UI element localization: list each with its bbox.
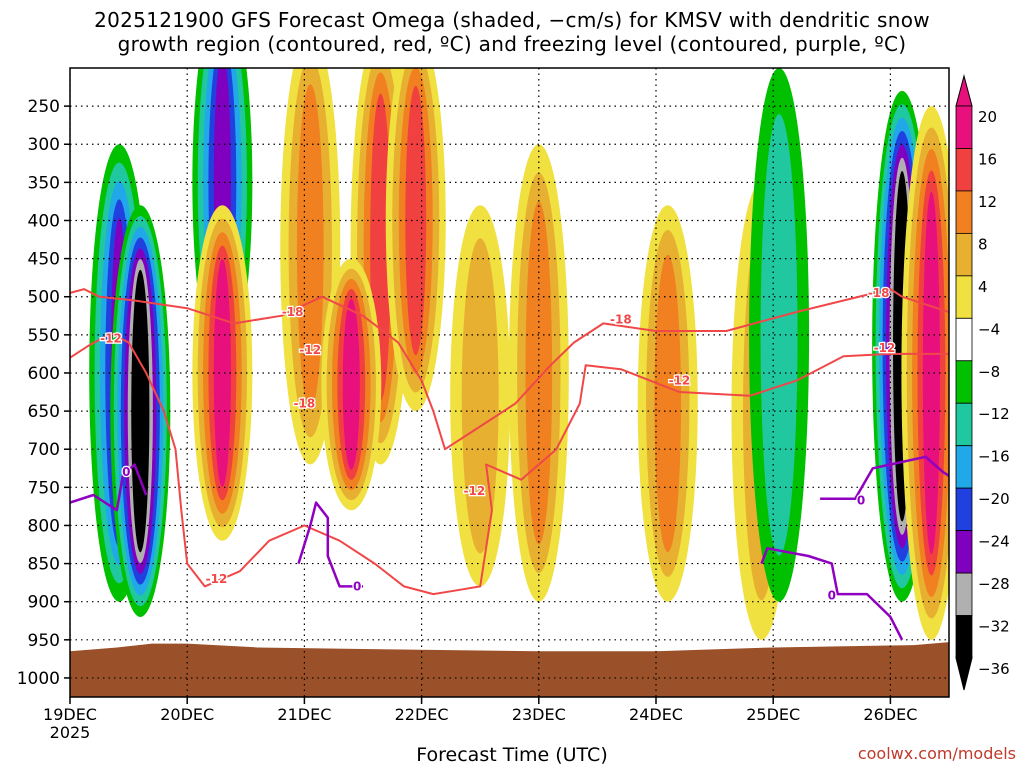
y-tick-label-1000: 1000 bbox=[17, 669, 60, 689]
omega-plume-4-level-2 bbox=[296, 84, 324, 411]
omega-plume-10-level-2 bbox=[654, 254, 682, 553]
y-tick-label-850: 850 bbox=[28, 555, 60, 575]
contour-label-2-0: 0 bbox=[122, 465, 130, 479]
colorbar-segment-9 bbox=[955, 487, 973, 532]
y-tick-label-450: 450 bbox=[28, 250, 60, 270]
omega-plume-6-level-4 bbox=[342, 299, 360, 470]
colorbar-segment-8 bbox=[955, 445, 973, 489]
colorbar-label-0: 20 bbox=[978, 108, 997, 126]
y-tick-label-250: 250 bbox=[28, 97, 60, 117]
contour-freezing-0-east bbox=[760, 547, 904, 641]
omega-plume-3-level-4 bbox=[213, 259, 231, 487]
contour-label-1-3: -12 bbox=[669, 374, 691, 388]
x-tick-label-20dec: 20DEC bbox=[160, 705, 214, 724]
colorbar-label-10: −24 bbox=[978, 533, 1010, 551]
ground-surface bbox=[70, 642, 949, 697]
x-tick-label-19dec: 19DEC bbox=[43, 705, 97, 724]
colorbar-label-12: −32 bbox=[978, 618, 1010, 636]
contour-freezing-0-middle bbox=[297, 501, 363, 588]
x-tick-label-25dec: 25DEC bbox=[746, 705, 800, 724]
contour-dgz--18 bbox=[70, 288, 949, 451]
colorbar-label-3: 8 bbox=[978, 235, 988, 253]
colorbar-label-13: −36 bbox=[978, 660, 1010, 678]
omega-plume-14-level-4 bbox=[922, 191, 940, 555]
colorbar-segment-2 bbox=[955, 190, 973, 234]
colorbar-segment-11 bbox=[955, 572, 973, 616]
title-line-2: growth region (contoured, red, ºC) and f… bbox=[117, 32, 907, 56]
contour-label-0-2: -18 bbox=[868, 286, 890, 300]
x-axis-title: Forecast Time (UTC) bbox=[416, 744, 608, 766]
colorbar-min-arrow bbox=[955, 657, 973, 691]
contour-label-0-3: -18 bbox=[294, 396, 316, 410]
y-tick-label-950: 950 bbox=[28, 631, 60, 651]
colorbar-label-5: −4 bbox=[978, 320, 1000, 338]
colorbar-segment-12 bbox=[955, 615, 973, 659]
colorbar-segment-0 bbox=[955, 105, 973, 149]
plot-frame bbox=[69, 67, 950, 698]
omega-shading-group: -18 -18 -18 -18 -12 -12 -12 -12 -12 -12 0 0 0 0 bbox=[70, 68, 949, 697]
y-tick-label-800: 800 bbox=[28, 516, 60, 536]
contour-label-1-2: -12 bbox=[463, 484, 485, 498]
colorbar-label-6: −8 bbox=[978, 363, 1000, 381]
colorbar-label-9: −20 bbox=[978, 490, 1010, 508]
y-tick-label-600: 600 bbox=[28, 364, 60, 384]
colorbar-label-4: 4 bbox=[978, 278, 988, 296]
colorbar-label-8: −16 bbox=[978, 448, 1010, 466]
contour-label-1-1: -12 bbox=[299, 343, 321, 357]
contour-label-1-5: -12 bbox=[206, 572, 228, 586]
contour-label-3-0: 0 bbox=[353, 579, 361, 593]
contour-label-4-0: 0 bbox=[828, 589, 836, 603]
colorbar-segment-4 bbox=[955, 275, 973, 319]
y-tick-label-550: 550 bbox=[28, 326, 60, 346]
contour-freezing-0-west bbox=[70, 463, 148, 512]
colorbar-segment-3 bbox=[955, 232, 973, 277]
chart-title: 2025121900 GFS Forecast Omega (shaded, −… bbox=[0, 8, 1024, 56]
x-tick-label-22dec: 22DEC bbox=[395, 705, 449, 724]
y-tick-label-900: 900 bbox=[28, 593, 60, 613]
colorbar-label-2: 12 bbox=[978, 193, 997, 211]
y-tick-label-750: 750 bbox=[28, 478, 60, 498]
contour-freezing-0-far-east bbox=[820, 455, 949, 501]
contour-label-0-1: -18 bbox=[610, 313, 632, 327]
y-tick-label-300: 300 bbox=[28, 135, 60, 155]
colorbar-segment-7 bbox=[955, 402, 973, 447]
colorbar-segment-1 bbox=[955, 148, 973, 192]
y-tick-label-500: 500 bbox=[28, 288, 60, 308]
colorbar-segment-6 bbox=[955, 360, 973, 404]
colorbar-label-7: −12 bbox=[978, 405, 1010, 423]
x-tick-label-26dec: 26DEC bbox=[863, 705, 917, 724]
x-tick-year-label: 2025 bbox=[50, 723, 91, 742]
x-tick-label-21dec: 21DEC bbox=[277, 705, 331, 724]
y-tick-label-700: 700 bbox=[28, 440, 60, 460]
x-tick-label-23dec: 23DEC bbox=[512, 705, 566, 724]
source-credit[interactable]: coolwx.com/models bbox=[857, 744, 1016, 763]
contour-label-1-4: -12 bbox=[874, 341, 896, 355]
omega-plume-1-level-7 bbox=[134, 280, 146, 542]
colorbar-label-1: 16 bbox=[978, 150, 997, 168]
colorbar-max-arrow bbox=[955, 74, 973, 107]
contour-label-0-0: -18 bbox=[282, 305, 304, 319]
omega-plume-7-level-3 bbox=[405, 85, 427, 356]
colorbar-segment-5 bbox=[955, 317, 973, 362]
y-tick-label-400: 400 bbox=[28, 211, 60, 231]
omega-plume-12-level-1 bbox=[760, 114, 798, 556]
colorbar-label-11: −28 bbox=[978, 575, 1010, 593]
title-line-1: 2025121900 GFS Forecast Omega (shaded, −… bbox=[94, 8, 930, 32]
contour-dgz--12 bbox=[70, 332, 949, 596]
omega-plume-8-level-1 bbox=[461, 238, 499, 554]
colorbar-segment-10 bbox=[955, 530, 973, 574]
x-tick-label-24dec: 24DEC bbox=[629, 705, 683, 724]
y-tick-label-350: 350 bbox=[28, 173, 60, 193]
contour-label-5-0: 0 bbox=[857, 493, 865, 507]
contour-label-1-0: -12 bbox=[100, 332, 122, 346]
y-tick-label-650: 650 bbox=[28, 402, 60, 422]
